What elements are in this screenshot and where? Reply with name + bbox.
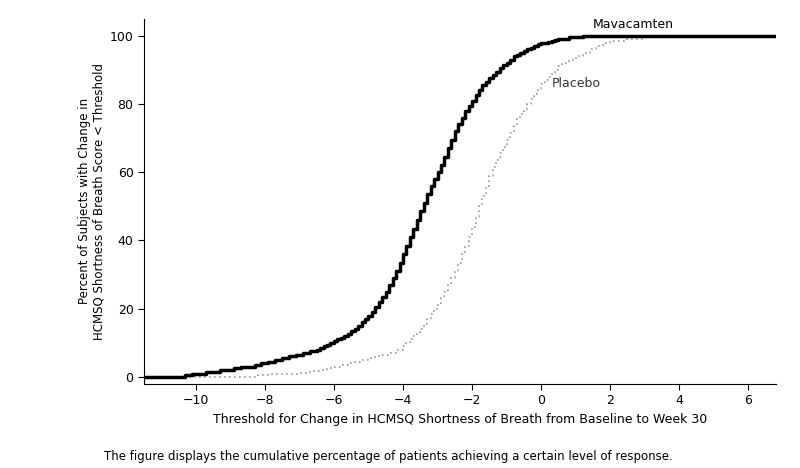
Y-axis label: Percent of Subjects with Change in
HCMSQ Shortness of Breath Score < Threshold: Percent of Subjects with Change in HCMSQ… xyxy=(78,63,106,340)
X-axis label: Threshold for Change in HCMSQ Shortness of Breath from Baseline to Week 30: Threshold for Change in HCMSQ Shortness … xyxy=(213,413,707,426)
Text: The figure displays the cumulative percentage of patients achieving a certain le: The figure displays the cumulative perce… xyxy=(104,450,673,463)
Text: Mavacamten: Mavacamten xyxy=(593,18,674,31)
Text: Placebo: Placebo xyxy=(551,77,601,90)
